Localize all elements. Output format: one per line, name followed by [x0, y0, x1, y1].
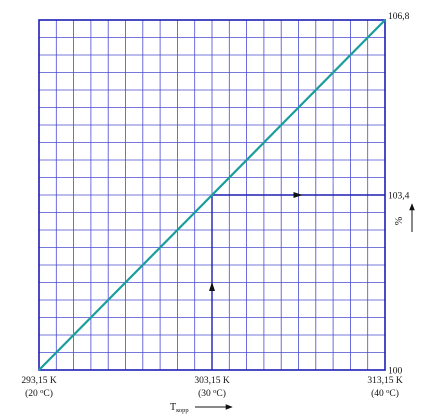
x-tick-label-celsius: (40 oC) — [371, 388, 399, 399]
series-line — [38, 19, 386, 371]
x-axis-label-sub: корр — [176, 407, 189, 414]
series-layer — [38, 19, 386, 371]
x-axis-label: Tкорр — [170, 402, 189, 414]
x-tick-label-kelvin: 313,15 K — [367, 376, 403, 386]
guide-arrow-up — [209, 282, 215, 291]
x-tick-label-celsius: (20 oC) — [25, 388, 53, 399]
x-axis-label-main: T — [170, 402, 176, 413]
y-tick-label: 100 — [388, 367, 403, 377]
y-axis-label-group: % — [394, 203, 415, 232]
x-tick-label-kelvin: 303,15 K — [194, 376, 230, 386]
x-tick-label-kelvin: 293,15 K — [21, 376, 57, 386]
guide-lines — [209, 192, 385, 370]
y-axis-label: % — [394, 217, 405, 225]
guide-arrow-right — [293, 192, 303, 198]
x-tick-label-celsius: (30 oC) — [198, 388, 226, 399]
y-tick-labels: 100 103,4 106,8 — [388, 12, 410, 377]
x-tick-labels: 293,15 K (20 oC) 303,15 K (30 oC) 313,15 K (4… — [21, 376, 403, 399]
y-tick-label: 103,4 — [388, 192, 410, 202]
y-tick-label: 106,8 — [388, 12, 410, 22]
x-axis-label-group: Tкорр — [170, 402, 233, 414]
